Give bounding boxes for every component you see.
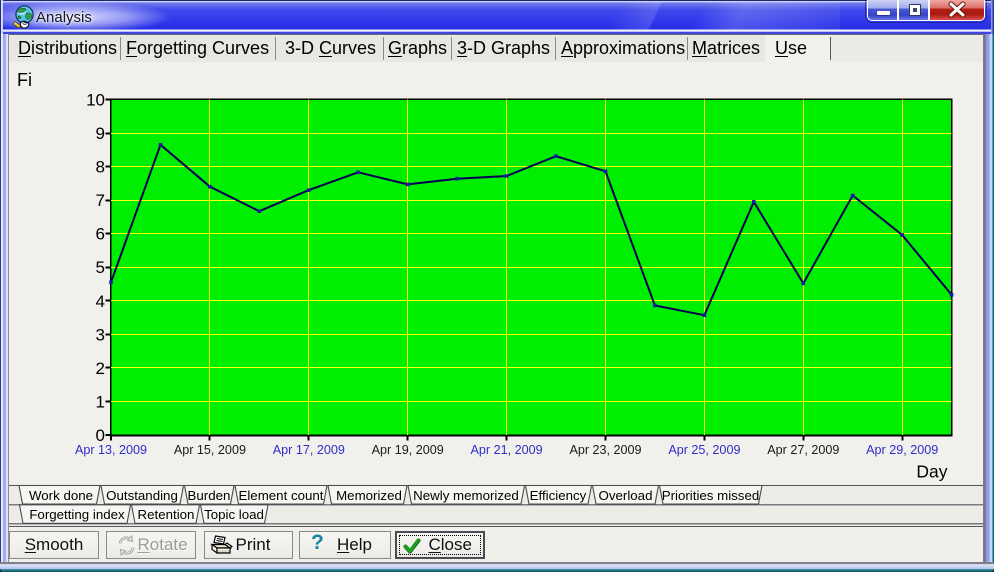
svg-text:Apr 29, 2009: Apr 29, 2009 (866, 443, 938, 457)
svg-text:Work done: Work done (29, 488, 93, 503)
svg-text:Element count: Element count (238, 488, 323, 503)
svg-text:Apr 13, 2009: Apr 13, 2009 (75, 443, 147, 457)
svg-text:Apr 19, 2009: Apr 19, 2009 (372, 443, 444, 457)
svg-text:1: 1 (96, 392, 105, 411)
svg-text:8: 8 (96, 158, 105, 177)
svg-text:3: 3 (96, 325, 105, 344)
svg-text:Topic load: Topic load (204, 507, 264, 522)
svg-text:Forgetting index: Forgetting index (29, 507, 125, 522)
svg-text:Overload: Overload (599, 488, 653, 503)
svg-text:5: 5 (96, 258, 105, 277)
svg-text:Apr 27, 2009: Apr 27, 2009 (767, 443, 839, 457)
svg-text:Memorized: Memorized (336, 488, 402, 503)
svg-text:Apr 15, 2009: Apr 15, 2009 (174, 443, 246, 457)
svg-text:10: 10 (86, 91, 105, 110)
svg-text:Fi: Fi (17, 70, 32, 90)
svg-text:Day: Day (916, 462, 947, 482)
svg-text:9: 9 (96, 124, 105, 143)
svg-text:Retention: Retention (138, 507, 195, 522)
svg-text:4: 4 (96, 292, 105, 311)
svg-text:Apr 23, 2009: Apr 23, 2009 (569, 443, 641, 457)
svg-text:Apr 25, 2009: Apr 25, 2009 (668, 443, 740, 457)
svg-text:6: 6 (96, 225, 105, 244)
svg-text:Apr 21, 2009: Apr 21, 2009 (471, 443, 543, 457)
svg-text:7: 7 (96, 191, 105, 210)
svg-text:0: 0 (96, 426, 105, 445)
svg-text:Priorities missed: Priorities missed (662, 488, 760, 503)
svg-text:Efficiency: Efficiency (530, 488, 587, 503)
svg-text:Outstanding: Outstanding (106, 488, 178, 503)
svg-text:Burden: Burden (188, 488, 231, 503)
svg-text:Newly memorized: Newly memorized (413, 488, 519, 503)
svg-text:Apr 17, 2009: Apr 17, 2009 (273, 443, 345, 457)
svg-text:2: 2 (96, 359, 105, 378)
